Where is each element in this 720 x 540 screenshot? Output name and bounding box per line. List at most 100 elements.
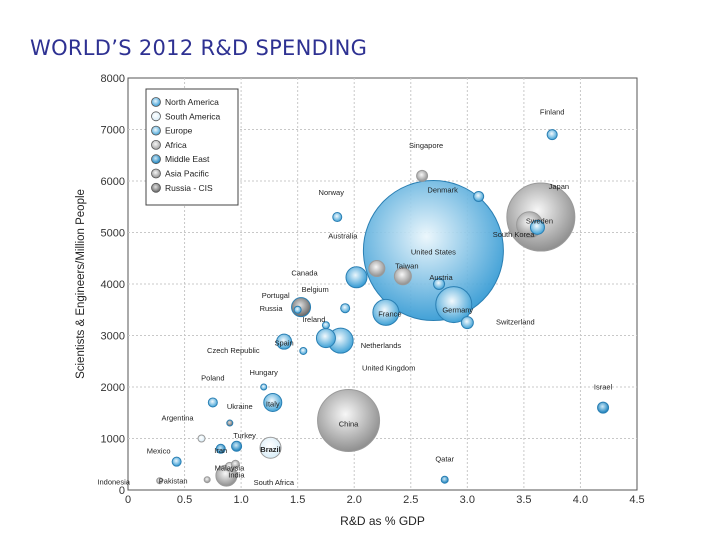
bubble-label-france: France (378, 309, 401, 318)
bubble-label-iran: Iran (214, 446, 227, 455)
bubble-italy (263, 392, 283, 412)
slide-title: WORLD’S 2012 R&D SPENDING (30, 36, 368, 60)
legend-box (145, 88, 239, 206)
x-tick-label: 1.5 (290, 494, 305, 506)
legend-marker-russia-cis (151, 182, 161, 193)
bubbles (156, 129, 610, 487)
bubble-label-hungary: Hungary (250, 368, 279, 377)
bubble-label-israel: Israel (594, 383, 613, 392)
bubble-label-norway: Norway (319, 188, 345, 197)
bubble-qatar (440, 475, 449, 484)
legend-label-middle-east: Middle East (165, 154, 210, 164)
bubble-label-south-korea: South Korea (493, 230, 536, 239)
bubble-label-ukraine: Ukraine (227, 402, 253, 411)
bubble-denmark (473, 190, 485, 202)
bubble-label-ireland: Ireland (302, 315, 325, 324)
legend-label-russia-cis: Russia - CIS (165, 183, 213, 193)
x-tick-label: 3.5 (516, 494, 531, 506)
y-tick-label: 5000 (101, 228, 125, 240)
y-tick-label: 4000 (101, 279, 125, 291)
bubble-label-argentina: Argentina (161, 414, 194, 423)
bubble-label-spain: Spain (274, 339, 293, 348)
x-tick-label: 0.5 (177, 494, 192, 506)
bubble-label-brazil: Brazil (260, 445, 280, 454)
x-tick-labels: 0 0.5 1.0 1.5 2.0 2.5 3.0 3.5 4.0 4.5 (125, 494, 645, 506)
legend-label-africa: Africa (165, 140, 187, 150)
bubble-label-malaysia: Malaysia (215, 463, 245, 472)
y-tick-label: 8000 (101, 73, 125, 85)
legend-marker-europe (151, 125, 161, 136)
bubble-belgium (340, 303, 351, 314)
bubble-ukraine (226, 419, 234, 427)
bubble-label-russia: Russia (260, 304, 284, 313)
bubble-label-japan: Japan (549, 182, 569, 191)
bubble-label-sweden: Sweden (526, 216, 553, 225)
y-tick-label: 0 (119, 485, 125, 497)
bubble-finland (546, 129, 558, 141)
bubble-label-indonesia: Indonesia (97, 478, 130, 487)
legend-marker-north-america (151, 97, 161, 107)
bubble-portugal (293, 305, 302, 314)
bubble-label-canada: Canada (291, 268, 318, 277)
bubble-sweden (529, 219, 545, 235)
legend-label-north-america: North America (165, 97, 219, 107)
y-tick-labels: 0 1000 2000 3000 4000 5000 6000 7000 8000 (101, 73, 125, 497)
bubble-hungary (260, 383, 268, 391)
bubble-brazil (259, 436, 282, 459)
bubble-label-italy: Italy (266, 399, 280, 408)
y-tick-label: 6000 (101, 176, 125, 188)
bubble-germany (435, 286, 473, 324)
legend-label-europe: Europe (165, 126, 193, 136)
bubble-malaysia (230, 459, 240, 469)
bubble-label-turkey: Turkey (233, 431, 256, 440)
bubble-label-china: China (339, 419, 359, 428)
bubble-label-pakistan: Pakistan (159, 477, 188, 486)
bubble-australia (368, 260, 386, 278)
y-axis-label: Scientists & Engineers/Million People (75, 189, 87, 379)
bubble-label-netherlands: Netherlands (361, 341, 402, 350)
bubble-czech-republic (299, 346, 308, 355)
bubble-switzerland (460, 316, 474, 330)
bubble-label-portugal: Portugal (262, 291, 290, 300)
bubble-norway (332, 212, 343, 223)
y-tick-label: 3000 (101, 331, 125, 343)
bubble-netherlands (315, 328, 336, 349)
bubble-label-denmark: Denmark (427, 185, 458, 194)
bubble-iran (215, 443, 226, 454)
x-tick-label: 4.0 (573, 494, 588, 506)
bubble-label-germany: Germany (442, 306, 473, 315)
bubble-labels: United States China Japan South Korea German… (97, 108, 612, 487)
x-tick-label: 0 (125, 494, 131, 506)
bubble-label-united-states: United States (411, 248, 456, 257)
bubble-austria (433, 278, 446, 290)
x-tick-label: 2.5 (403, 494, 418, 506)
bubble-label-south-africa: South Africa (254, 478, 295, 487)
bubble-label-switzerland: Switzerland (496, 318, 535, 327)
bubble-label-belgium: Belgium (302, 285, 329, 294)
bubble-label-poland: Poland (201, 373, 224, 382)
bubble-mexico (171, 456, 182, 467)
bubble-france (372, 298, 400, 326)
legend: North America South America Europe Africa Mi… (145, 88, 239, 206)
bubble-label-taiwan: Taiwan (395, 261, 418, 270)
x-tick-label: 4.5 (629, 494, 644, 506)
x-tick-label: 1.0 (233, 494, 248, 506)
legend-marker-middle-east (151, 154, 161, 165)
legend-label-south-america: South America (165, 111, 221, 121)
x-tick-label: 3.0 (460, 494, 475, 506)
legend-label-asia-pacific: Asia Pacific (165, 169, 210, 179)
bubble-label-singapore: Singapore (409, 141, 443, 150)
bubble-label-india: India (228, 471, 245, 480)
x-axis-label: R&D as % GDP (340, 514, 425, 528)
bubble-poland (207, 397, 218, 408)
y-tick-label: 7000 (101, 125, 125, 137)
legend-marker-south-america (151, 111, 161, 122)
bubble-label-australia: Australia (328, 232, 358, 241)
bubble-russia (291, 297, 312, 318)
bubble-label-czech-republic: Czech Republic (207, 346, 260, 355)
bubble-israel (597, 401, 610, 414)
bubble-label-mexico: Mexico (147, 447, 171, 456)
x-tick-label: 2.0 (347, 494, 362, 506)
bubble-spain (276, 333, 293, 350)
